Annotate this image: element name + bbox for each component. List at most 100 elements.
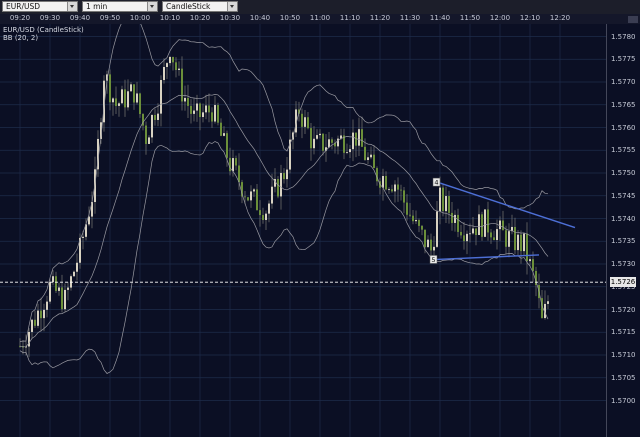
candle <box>409 214 411 216</box>
pattern-marker <box>432 177 441 187</box>
toolbar: EUR/USD 1 min CandleStick <box>0 0 640 15</box>
candle <box>274 179 276 187</box>
time-tick-label: 10:30 <box>219 14 241 22</box>
candle <box>37 310 39 326</box>
candle <box>199 103 201 117</box>
time-tick-label: 11:20 <box>369 14 391 22</box>
price-tick-label: 1.5780 <box>611 32 636 41</box>
candle <box>508 231 510 247</box>
candle <box>112 98 114 103</box>
candle <box>133 84 135 103</box>
price-tick-label: 1.5705 <box>611 373 636 382</box>
candle <box>328 139 330 148</box>
candle <box>301 113 303 127</box>
candle <box>319 133 321 136</box>
candle <box>337 138 339 147</box>
candle <box>55 276 57 291</box>
candle <box>190 105 192 114</box>
candle <box>514 226 516 251</box>
price-tick-label: 1.5740 <box>611 214 636 223</box>
chevron-down-icon[interactable] <box>227 2 237 11</box>
candle <box>520 234 522 252</box>
price-axis: 1.5780 1.5775 1.5770 1.5765 1.5760 1.5755 1.57… <box>606 24 640 437</box>
candle <box>535 270 537 286</box>
candle <box>376 168 378 182</box>
candle <box>325 147 327 151</box>
candle <box>223 133 225 136</box>
time-tick-label: 12:00 <box>489 14 511 22</box>
candle <box>526 233 528 262</box>
candle <box>382 176 384 188</box>
candle <box>421 225 423 230</box>
candle <box>541 298 543 319</box>
candle <box>517 234 519 251</box>
candle <box>166 63 168 67</box>
candle <box>253 189 255 192</box>
candle <box>196 103 198 111</box>
candle <box>397 184 399 190</box>
bollinger-upper <box>19 24 549 342</box>
time-tick-label: 12:10 <box>519 14 541 22</box>
candle <box>310 128 312 149</box>
candle <box>544 303 546 319</box>
chevron-down-icon[interactable] <box>147 2 157 11</box>
candle <box>331 139 333 143</box>
time-tick-label: 11:50 <box>459 14 481 22</box>
candle <box>187 97 189 106</box>
time-tick-label: 10:40 <box>249 14 271 22</box>
candle <box>313 138 315 149</box>
scrollbar[interactable] <box>628 16 638 23</box>
candle <box>436 211 438 247</box>
candle <box>40 310 42 319</box>
price-tick-label: 1.5735 <box>611 237 636 246</box>
candle <box>244 196 246 198</box>
price-tick-label: 1.5765 <box>611 100 636 109</box>
candle <box>268 203 270 214</box>
chevron-down-icon[interactable] <box>67 2 77 11</box>
chart-type-dropdown[interactable]: CandleStick <box>162 1 238 12</box>
pattern-marker <box>429 255 438 264</box>
candle <box>64 289 66 310</box>
candle <box>97 138 99 170</box>
candle <box>130 84 132 92</box>
candle <box>475 228 477 235</box>
candle <box>139 93 141 115</box>
candle <box>52 276 54 283</box>
price-tick-label: 1.5760 <box>611 123 636 132</box>
candle <box>400 189 402 191</box>
candle <box>217 105 219 123</box>
candle <box>49 282 51 302</box>
candle <box>100 122 102 139</box>
price-chart[interactable]: 45 <box>0 24 606 437</box>
candle <box>220 122 222 136</box>
candle <box>451 212 453 223</box>
symbol-dropdown[interactable]: EUR/USD <box>2 1 78 12</box>
candle <box>457 214 459 232</box>
candle <box>214 105 216 122</box>
candle <box>469 233 471 235</box>
candle <box>433 246 435 251</box>
price-tick-label: 1.5710 <box>611 351 636 359</box>
candle <box>235 158 237 166</box>
candle <box>391 189 393 192</box>
candle <box>160 80 162 114</box>
candle <box>466 233 468 242</box>
timeframe-dropdown[interactable]: 1 min <box>82 1 158 12</box>
candle <box>109 74 111 103</box>
candle <box>202 112 204 117</box>
pattern-marker-label: 5 <box>431 256 435 264</box>
candle <box>76 262 78 272</box>
price-tick-label: 1.5700 <box>611 396 636 405</box>
candle <box>238 165 240 183</box>
candle <box>547 301 549 304</box>
candle <box>460 231 462 236</box>
candle <box>523 233 525 252</box>
candle <box>61 287 63 310</box>
candle <box>499 220 501 230</box>
price-tick-label: 1.5715 <box>611 328 636 337</box>
candle <box>304 117 306 127</box>
candle <box>283 172 285 180</box>
candle <box>415 219 417 222</box>
time-tick-label: 10:00 <box>129 14 151 22</box>
candle <box>403 190 405 203</box>
